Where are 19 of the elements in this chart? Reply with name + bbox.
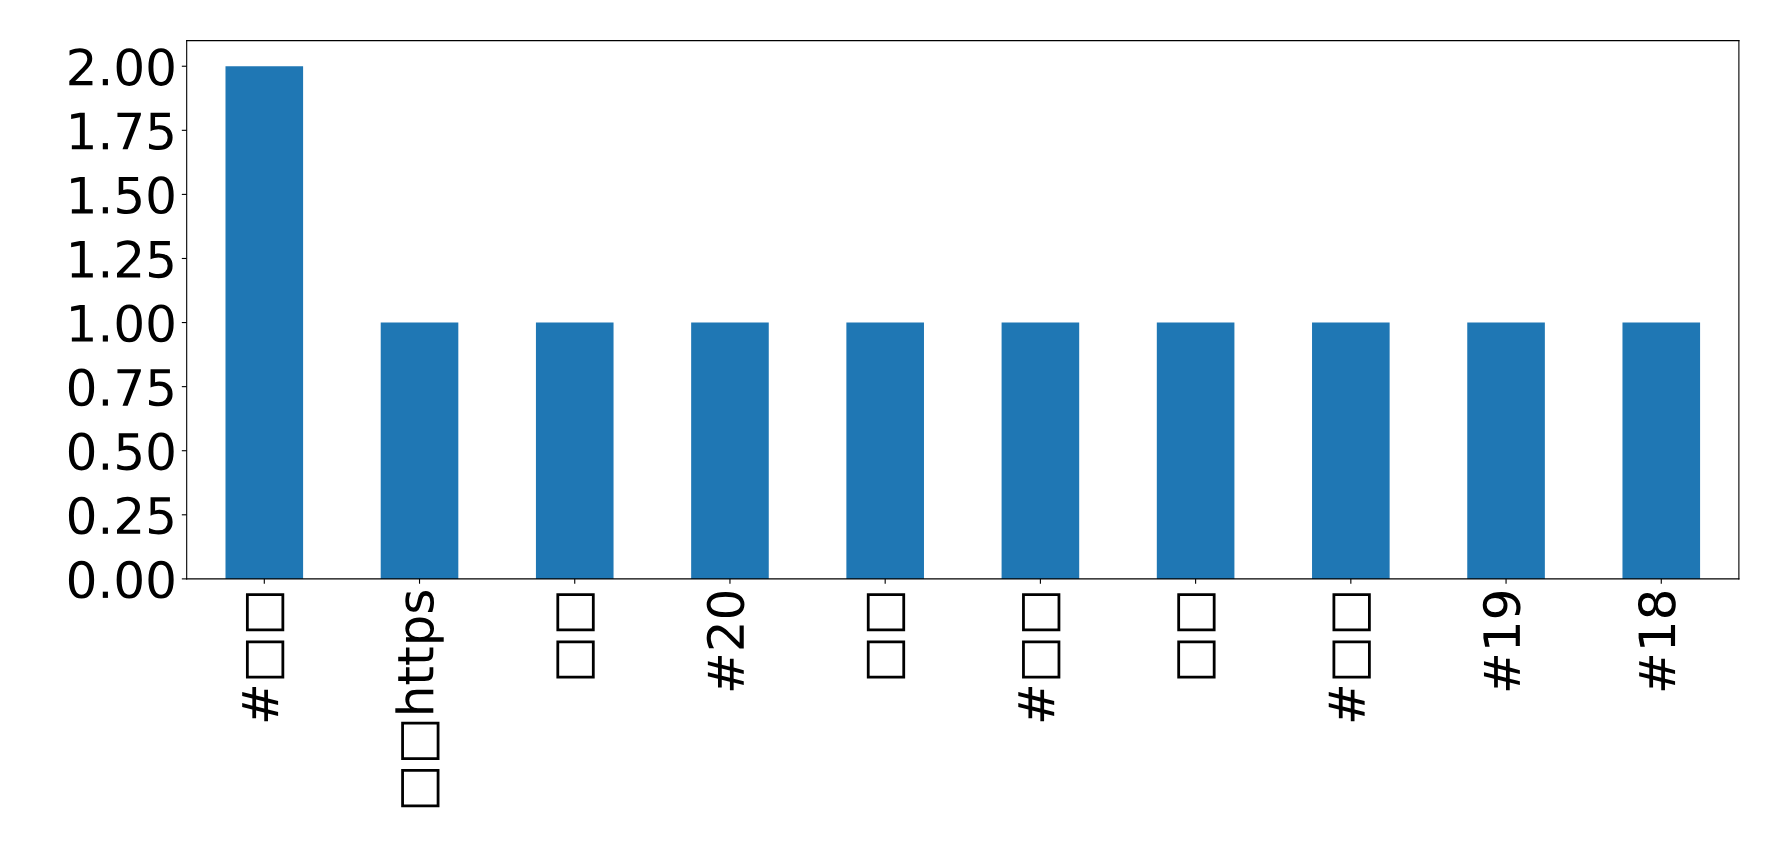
- y-tick-label: 1.25: [71, 240, 173, 279]
- x-tick-label: #□□: [1328, 593, 1371, 722]
- y-tick-label: 1.50: [71, 176, 174, 215]
- y-tick-label: 0.00: [68, 560, 174, 599]
- x-tick-label: □□: [866, 593, 906, 679]
- y-tick-label: 2.00: [69, 48, 174, 86]
- x-tick-label: □□https: [395, 591, 444, 808]
- x-tick-label: #□□: [242, 593, 285, 722]
- x-tick-label: #□□: [1018, 593, 1061, 722]
- x-tick-label: □□: [1177, 593, 1216, 679]
- y-tick-label: 0.50: [68, 432, 174, 471]
- x-tick-label: #19: [1482, 592, 1521, 691]
- y-tick-label: 0.25: [68, 496, 173, 535]
- x-tick-label: #20: [706, 591, 745, 691]
- y-tick-label: 1.75: [71, 112, 173, 151]
- y-tick-label: 0.75: [68, 368, 173, 407]
- y-tick-label: 1.00: [71, 304, 174, 343]
- x-tick-label: □□: [556, 593, 595, 679]
- x-tick-label: #18: [1637, 592, 1676, 691]
